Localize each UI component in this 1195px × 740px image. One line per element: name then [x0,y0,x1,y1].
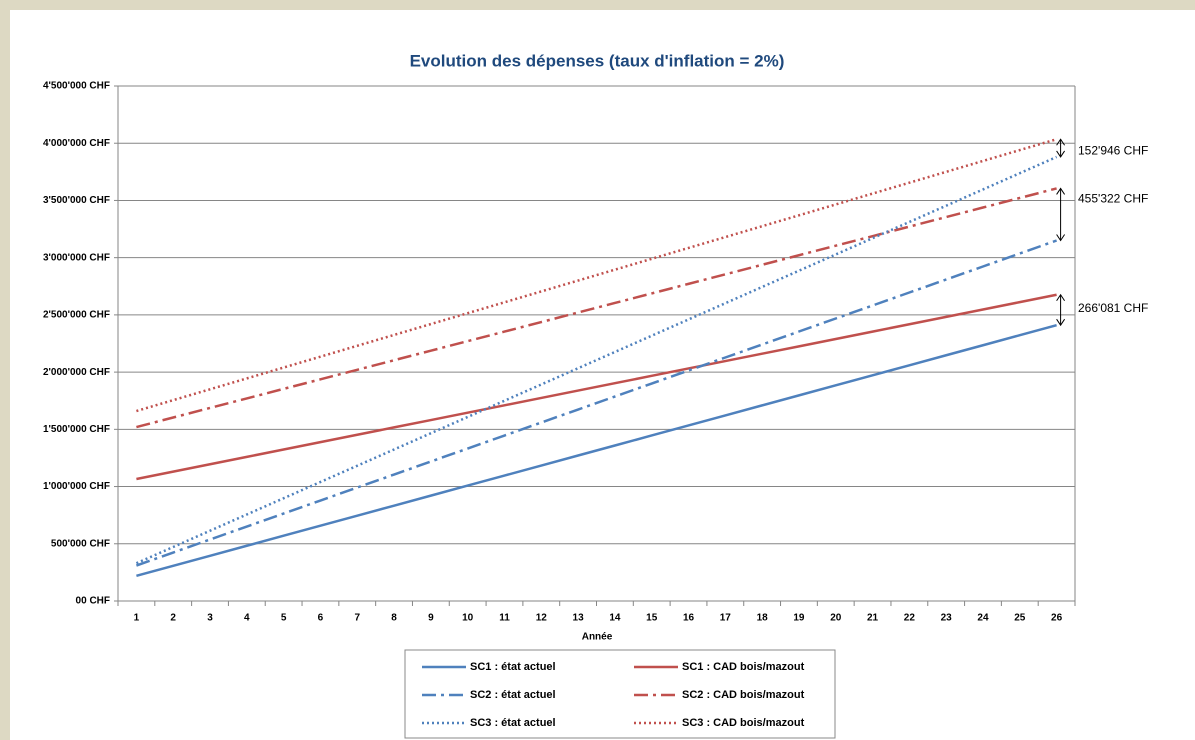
y-tick-label: 3'000'000 CHF [43,252,110,263]
legend-label: SC2 : état actuel [470,689,556,701]
legend-label: SC3 : état actuel [470,717,556,729]
x-tick-label: 11 [499,613,510,624]
x-tick-label: 24 [977,613,989,624]
y-tick-label: 1'000'000 CHF [43,481,110,492]
y-tick-label: 2'500'000 CHF [43,310,110,321]
legend-box [404,649,836,739]
annotation: 152'946 CHF [1078,143,1148,157]
arrow-head [1056,138,1066,146]
series-line [136,187,1057,429]
legend-label: SC1 : CAD bois/mazout [682,661,805,673]
legend-label: SC2 : CAD bois/mazout [682,689,805,701]
chart-title: Evolution des dépenses (taux d'inflation… [410,51,785,70]
x-tick-label: 1 [134,613,140,624]
x-tick-label: 14 [609,613,621,624]
legend-label: SC1 : état actuel [470,661,556,673]
y-tick-label: 00 CHF [76,596,110,607]
x-tick-label: 16 [683,613,695,624]
x-tick-label: 19 [793,613,805,624]
y-tick-label: 500'000 CHF [51,538,110,549]
x-tick-label: 23 [941,613,953,624]
legend-label: SC3 : CAD bois/mazout [682,717,805,729]
annotation: 455'322 CHF [1078,192,1148,206]
arrow-head [1056,293,1066,302]
x-tick-label: 4 [244,613,250,624]
x-tick-label: 13 [573,613,585,624]
x-tick-label: 2 [170,613,176,624]
x-tick-label: 6 [318,613,324,624]
x-tick-label: 5 [281,613,287,624]
y-tick-label: 3'500'000 CHF [43,195,110,206]
y-tick-label: 4'000'000 CHF [43,138,110,149]
arrow-head [1056,234,1066,242]
x-axis-label: Année [582,632,613,643]
x-tick-label: 3 [207,613,213,624]
series-line [136,293,1057,481]
arrow-head [1056,187,1066,195]
y-tick-label: 4'500'000 CHF [43,81,110,92]
x-tick-label: 7 [354,613,360,624]
series-line [135,239,1058,567]
arrow-head [1056,150,1066,158]
x-tick-label: 9 [428,613,434,624]
x-tick-label: 26 [1051,613,1063,624]
x-tick-label: 15 [646,613,658,624]
annotation: 266'081 CHF [1078,301,1148,315]
x-tick-label: 21 [867,613,879,624]
y-tick-label: 1'500'000 CHF [43,424,110,435]
x-tick-label: 18 [757,613,769,624]
x-tick-label: 22 [904,613,916,624]
chart-area [10,10,1195,740]
x-tick-label: 8 [391,613,397,624]
series-line [136,323,1057,578]
x-tick-label: 10 [462,613,474,624]
x-tick-label: 17 [720,613,732,624]
arrow-head [1056,318,1066,327]
x-tick-label: 20 [830,613,842,624]
x-tick-label: 25 [1014,613,1026,624]
y-tick-label: 2'000'000 CHF [43,367,110,378]
x-tick-label: 12 [536,613,548,624]
